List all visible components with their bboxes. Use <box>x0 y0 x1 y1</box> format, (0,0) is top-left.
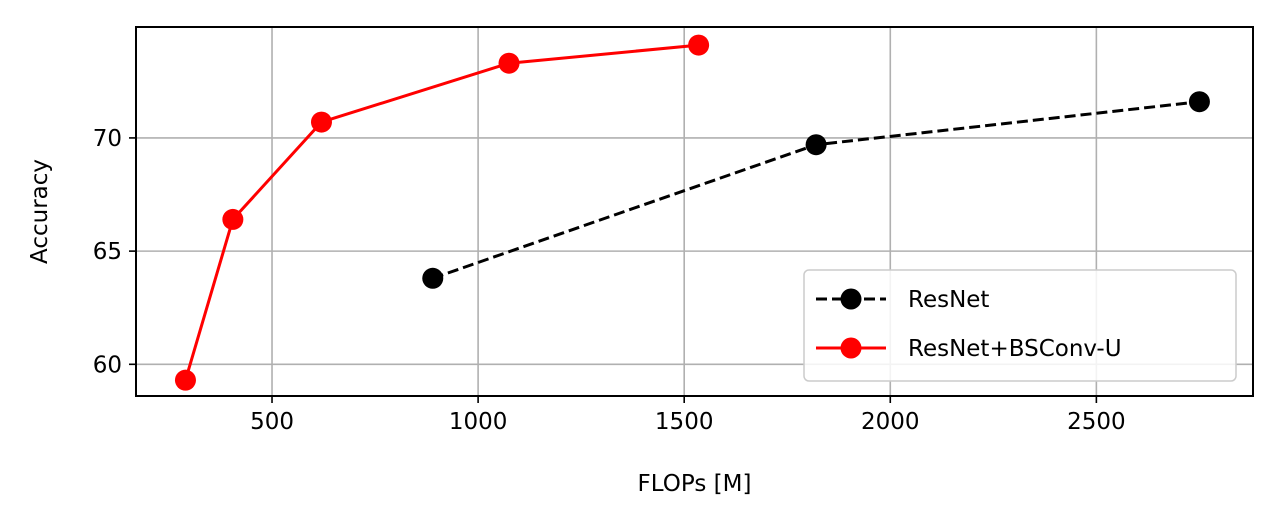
x-tick-label: 500 <box>250 409 294 435</box>
x-tick-label: 2500 <box>1067 409 1126 435</box>
legend-marker <box>840 288 862 310</box>
series-resnet <box>422 91 1210 289</box>
data-point <box>1188 91 1210 113</box>
x-tick-label: 1000 <box>449 409 508 435</box>
data-point <box>805 134 827 156</box>
y-tick-label: 70 <box>93 126 122 152</box>
y-axis-label: Accuracy <box>27 159 53 264</box>
legend-entry: ResNet+BSConv-U <box>816 336 1122 362</box>
data-point <box>498 52 520 74</box>
legend-label: ResNet+BSConv-U <box>908 336 1122 362</box>
legend-entry: ResNet <box>816 287 989 313</box>
plot-series <box>174 34 1210 391</box>
axis-ticks: 500 1000 1500 2000 2500 60 65 70 <box>93 126 1126 435</box>
data-point <box>174 369 196 391</box>
data-point <box>688 34 710 56</box>
x-tick-label: 2000 <box>861 409 920 435</box>
data-point <box>422 267 444 289</box>
x-tick-label: 1500 <box>655 409 714 435</box>
series-resnet-bsconv-u <box>174 34 710 391</box>
legend-box <box>803 269 1237 382</box>
x-axis-label: FLOPs [M] <box>638 471 752 497</box>
legend: ResNet ResNet+BSConv-U <box>803 269 1237 382</box>
data-point <box>310 111 332 133</box>
y-tick-label: 60 <box>93 352 122 378</box>
y-tick-label: 65 <box>93 239 122 265</box>
plot-frame <box>135 26 1254 397</box>
legend-label: ResNet <box>908 287 989 313</box>
data-point <box>222 208 244 230</box>
legend-marker <box>840 337 862 359</box>
